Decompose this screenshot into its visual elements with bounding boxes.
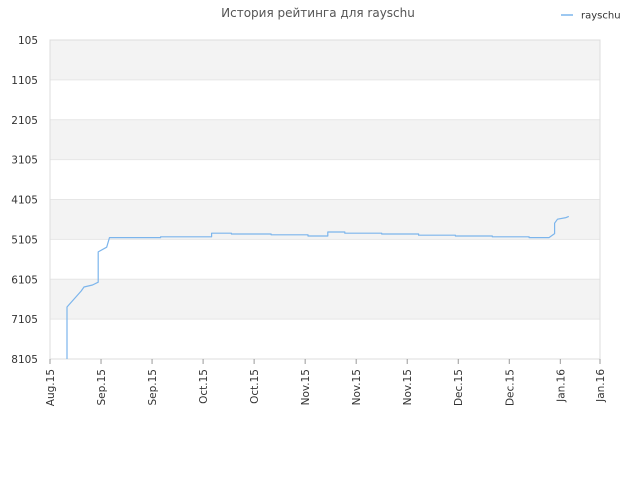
y-tick-label: 3105: [11, 155, 38, 167]
x-tick-label: Dec.15: [504, 369, 516, 406]
plot-band: [50, 40, 600, 80]
x-tick-label: Nov.15: [402, 369, 414, 405]
y-tick-label: 2105: [11, 115, 38, 127]
x-tick-label: Aug.15: [45, 369, 57, 406]
y-axis-ticks: 105 1105 2105 3105 4105 5105 6105 7105 8105: [11, 35, 38, 366]
legend-label-rayschu[interactable]: rayschu: [581, 11, 621, 22]
series-layer: [66, 215, 570, 359]
plot-band: [50, 239, 600, 280]
x-axis-ticks: Aug.15 Sep.15 Sep.15 Oct.15 Oct.15 Nov.15 Nov.…: [45, 359, 607, 406]
x-tick-label: Sep.15: [147, 369, 159, 406]
x-tick-label: Jan.16: [595, 369, 607, 403]
x-tick-label: Jan.16: [555, 369, 567, 403]
plot-band: [50, 279, 600, 320]
plot-band: [50, 119, 600, 160]
plot-band: [50, 319, 600, 359]
plot-band: [50, 159, 600, 200]
y-tick-label: 105: [18, 35, 38, 47]
y-tick-label: 6105: [11, 274, 38, 286]
plot-band: [50, 79, 600, 120]
y-tick-label: 5105: [11, 234, 38, 246]
y-tick-label: 7105: [11, 314, 38, 326]
chart-title: История рейтинга для rayschu: [221, 6, 415, 20]
plot-band: [50, 199, 600, 240]
y-tick-label: 1105: [11, 75, 38, 87]
x-tick-label: Oct.15: [249, 369, 261, 404]
x-tick-label: Nov.15: [300, 369, 312, 405]
x-tick-label: Oct.15: [198, 369, 210, 404]
plot-bands: [50, 40, 600, 359]
y-tick-label: 4105: [11, 195, 38, 207]
legend[interactable]: rayschu: [561, 11, 621, 22]
y-tick-label: 8105: [11, 354, 38, 366]
plot-frame: [49, 39, 601, 360]
x-tick-label: Sep.15: [96, 369, 108, 406]
x-tick-label: Nov.15: [351, 369, 363, 405]
x-tick-label: Dec.15: [453, 369, 465, 406]
series-line-rayschu: [66, 215, 570, 359]
